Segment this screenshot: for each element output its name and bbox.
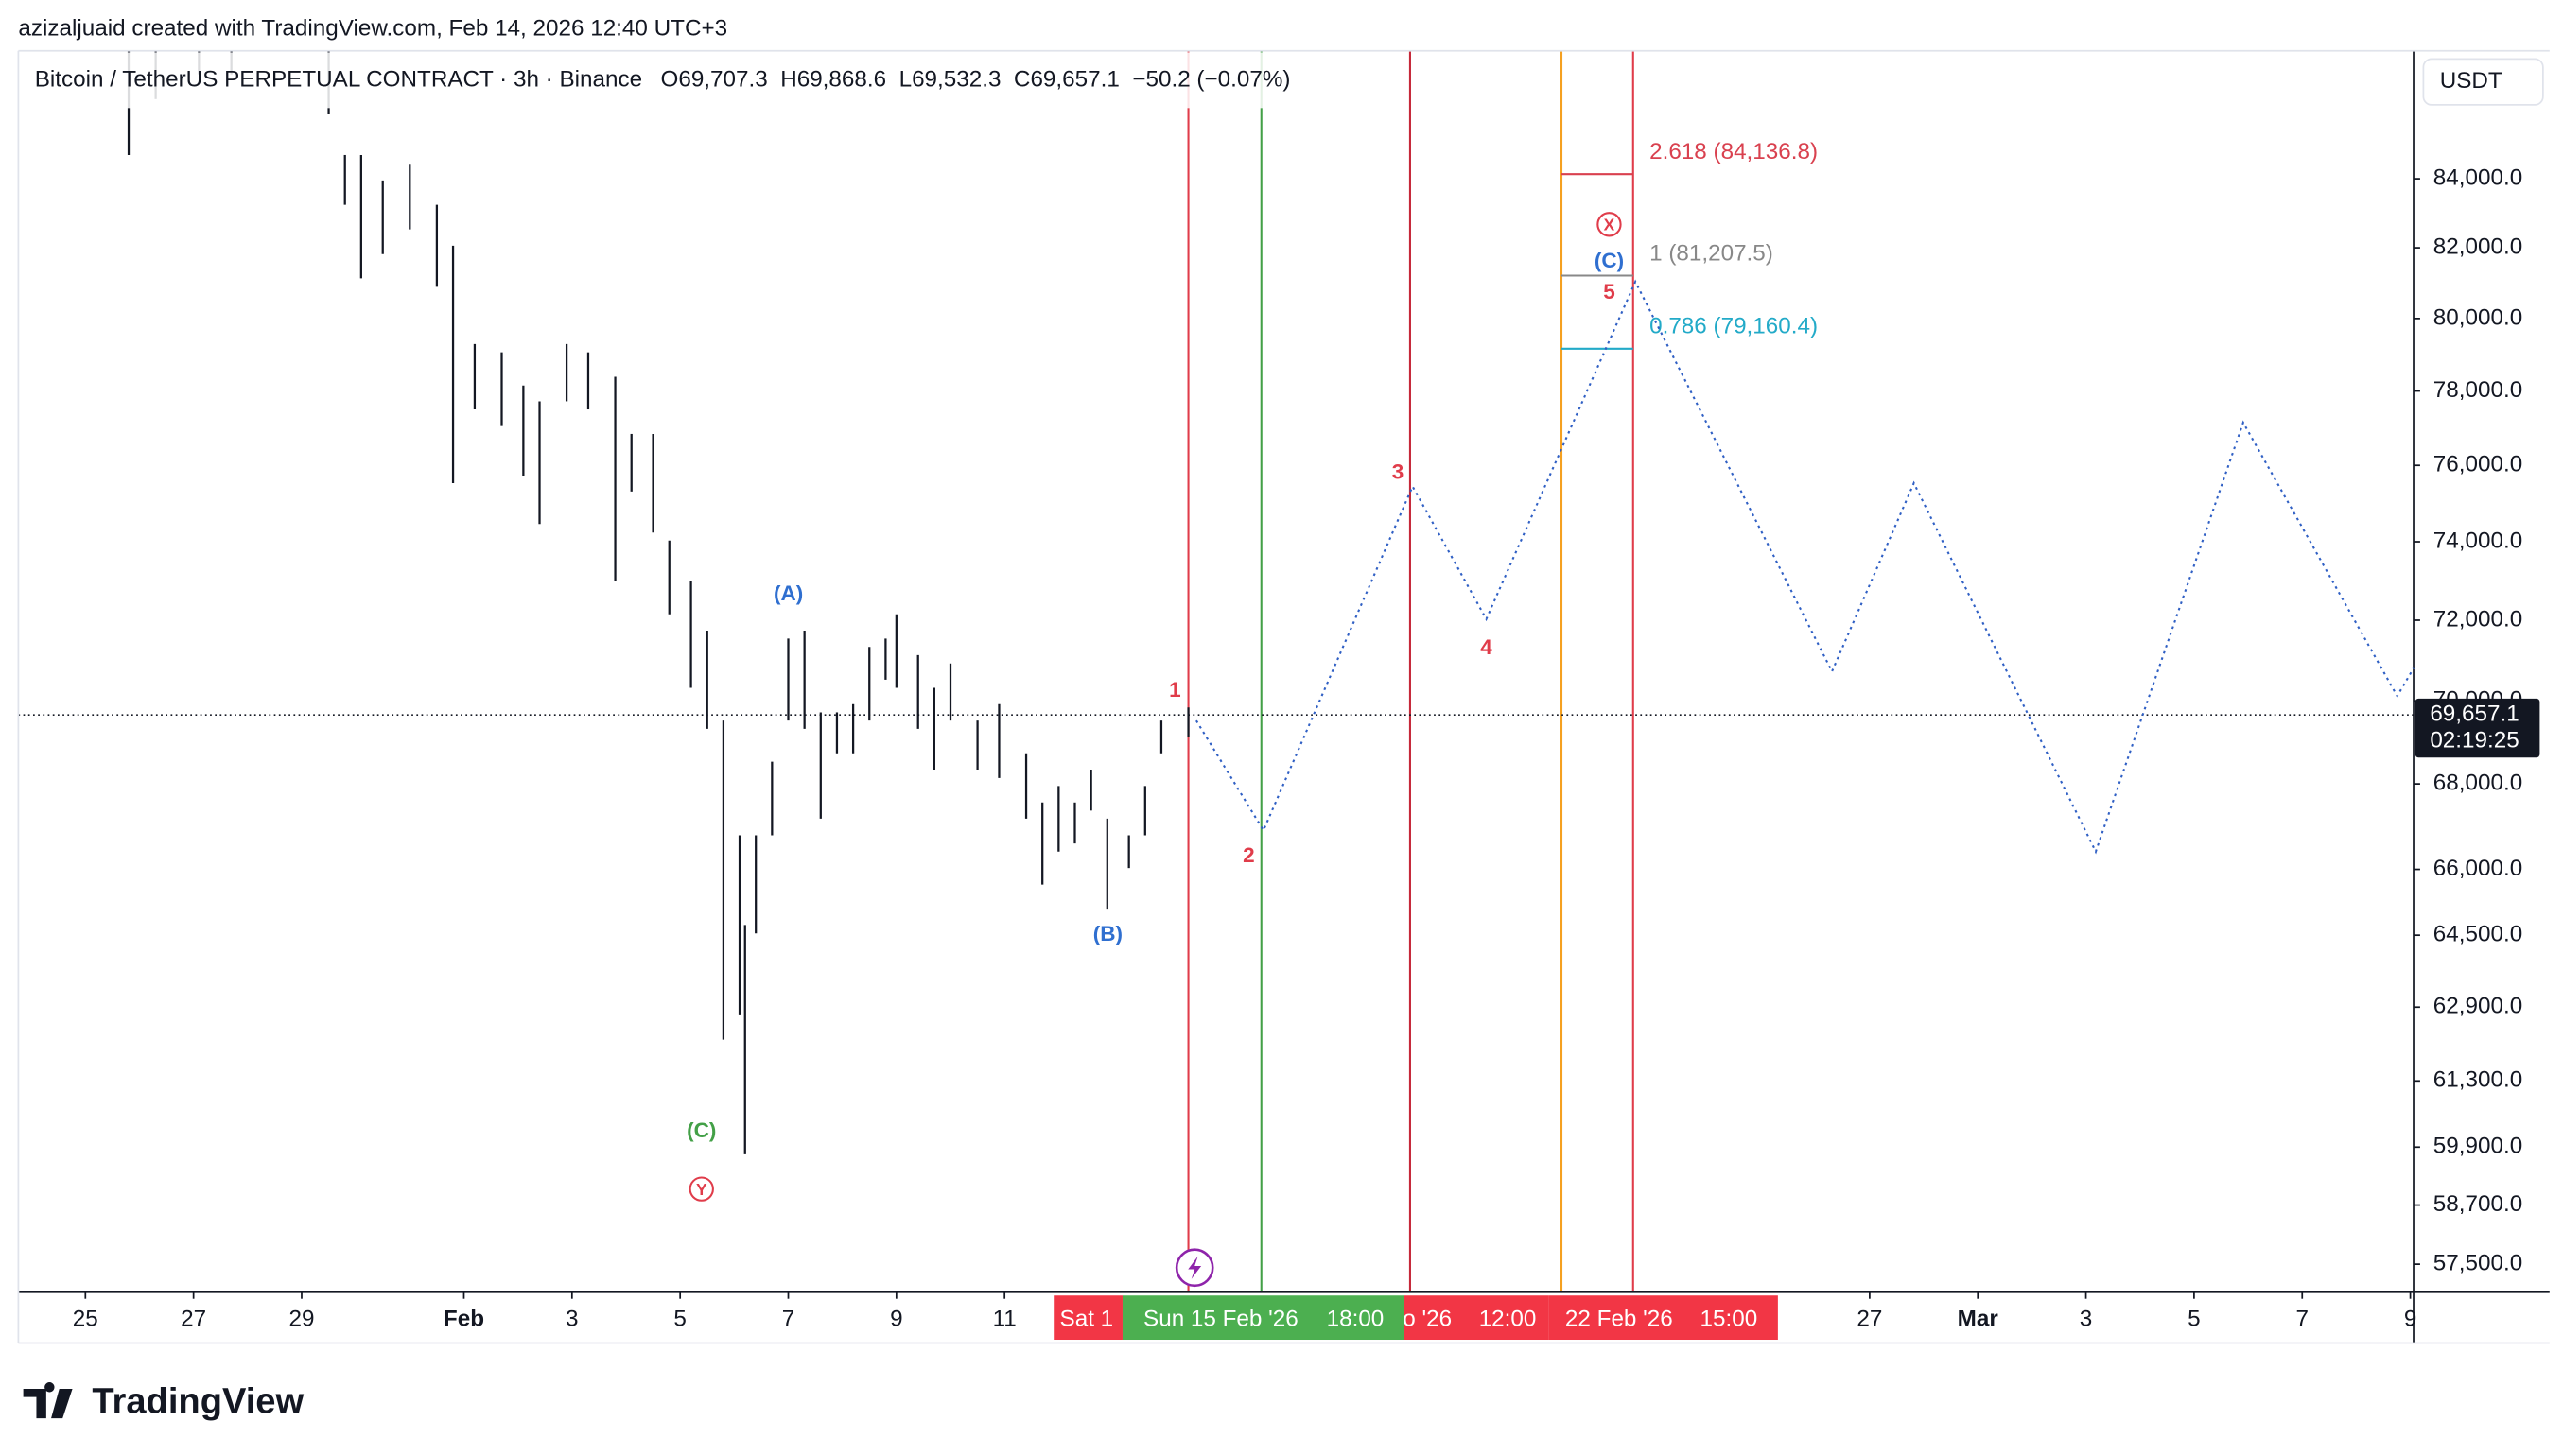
x-tick-label: 7 — [782, 1307, 795, 1332]
currency-button[interactable] — [2422, 58, 2544, 106]
x-tick-label: Mar — [1958, 1307, 1999, 1332]
currency: USDT — [2440, 68, 2502, 94]
legend-bg — [23, 52, 1334, 109]
y-tick-label: 74,000.0 — [2433, 528, 2522, 553]
fib-label: 1 (81,207.5) — [1649, 240, 1773, 266]
wave-label: (B) — [1093, 922, 1123, 945]
y-tick-label: 61,300.0 — [2433, 1067, 2522, 1093]
wave-label: Y — [696, 1180, 707, 1199]
x-tick-label: 5 — [2188, 1307, 2201, 1332]
time-label-box — [1054, 1295, 1123, 1341]
y-tick-label: 58,700.0 — [2433, 1191, 2522, 1217]
wave-label: X — [1604, 216, 1615, 234]
time-label: o '26 — [1403, 1307, 1452, 1332]
y-tick-label: 78,000.0 — [2433, 377, 2522, 403]
time-label: 18:00 — [1327, 1307, 1385, 1332]
brand-logo: TradingView — [23, 1382, 305, 1422]
wave-label: (C) — [1595, 249, 1624, 272]
x-tick-label: 9 — [890, 1307, 902, 1332]
chart-area: 2.618 (84,136.8) 1 (81,207.5) 0.786 (79,16… — [18, 50, 2415, 1292]
time-label: 15:00 — [1700, 1307, 1758, 1332]
x-tick-label: 5 — [673, 1307, 687, 1332]
last-price-box — [2415, 698, 2540, 758]
last-price-label: 69,657.1 — [2430, 702, 2519, 727]
time-label: Sat 1 — [1060, 1307, 1114, 1332]
y-tick-label: 76,000.0 — [2433, 452, 2522, 477]
event-icon-bolt — [1188, 1256, 1202, 1279]
y-tick-label: 80,000.0 — [2433, 304, 2522, 330]
y-tick-label: 68,000.0 — [2433, 771, 2522, 796]
wave-label: (A) — [774, 581, 803, 605]
wave-label: 3 — [1392, 460, 1404, 484]
y-tick-label: 66,000.0 — [2433, 856, 2522, 881]
time-label-box — [1404, 1295, 1549, 1341]
ohlc: O69,707.3 H69,868.6 L69,532.3 C69,657.1 … — [660, 66, 1290, 92]
wave-circle — [1596, 212, 1622, 237]
y-tick-label: 84,000.0 — [2433, 165, 2522, 190]
time-label: Sun 15 Feb '26 — [1143, 1307, 1299, 1332]
wave-label: 1 — [1169, 678, 1181, 702]
x-tick-label: 3 — [566, 1307, 579, 1332]
fib-label: 0.786 (79,160.4) — [1649, 314, 1818, 339]
wave-labels: (A) (B) (C) Y 1 2 3 4 5 (C) X — [687, 212, 1624, 1202]
projection-path — [1195, 279, 2415, 855]
symbol-title: Bitcoin / TetherUS PERPETUAL CONTRACT · … — [35, 66, 642, 92]
wave-label: (C) — [687, 1118, 716, 1142]
x-tick-label: 25 — [73, 1307, 98, 1332]
x-tick-label: 27 — [1857, 1307, 1882, 1332]
x-tick-label: 27 — [181, 1307, 206, 1332]
countdown: 02:19:25 — [2430, 727, 2519, 753]
time-label: 12:00 — [1479, 1307, 1537, 1332]
y-tick-label: 64,500.0 — [2433, 922, 2522, 947]
wave-circle — [689, 1176, 714, 1202]
x-tick-label: 3 — [2080, 1307, 2093, 1332]
time-label-box — [1122, 1295, 1404, 1341]
wave-label: 5 — [1603, 280, 1615, 303]
brand-name: TradingView — [92, 1382, 304, 1422]
time-label: 22 Feb '26 — [1565, 1307, 1673, 1332]
x-tick-label: 29 — [288, 1307, 314, 1332]
x-tick-label: 9 — [2404, 1307, 2417, 1332]
credit: azizaljuaid created with TradingView.com… — [18, 16, 727, 42]
x-tick-label: 7 — [2295, 1307, 2309, 1332]
y-tick-label: 62,900.0 — [2433, 994, 2522, 1019]
y-tick-label: 59,900.0 — [2433, 1134, 2522, 1159]
x-tick-label: 11 — [993, 1307, 1017, 1332]
time-label-box — [1548, 1295, 1778, 1341]
y-tick-label: 72,000.0 — [2433, 606, 2522, 632]
x-tick-label: Feb — [444, 1307, 484, 1332]
fib-label: 2.618 (84,136.8) — [1649, 139, 1818, 165]
wave-label: 4 — [1480, 635, 1492, 659]
y-tick-label: 57,500.0 — [2433, 1251, 2522, 1276]
y-tick-label: 82,000.0 — [2433, 234, 2522, 259]
wave-label: 2 — [1243, 843, 1255, 867]
brand-mark — [23, 1382, 73, 1419]
